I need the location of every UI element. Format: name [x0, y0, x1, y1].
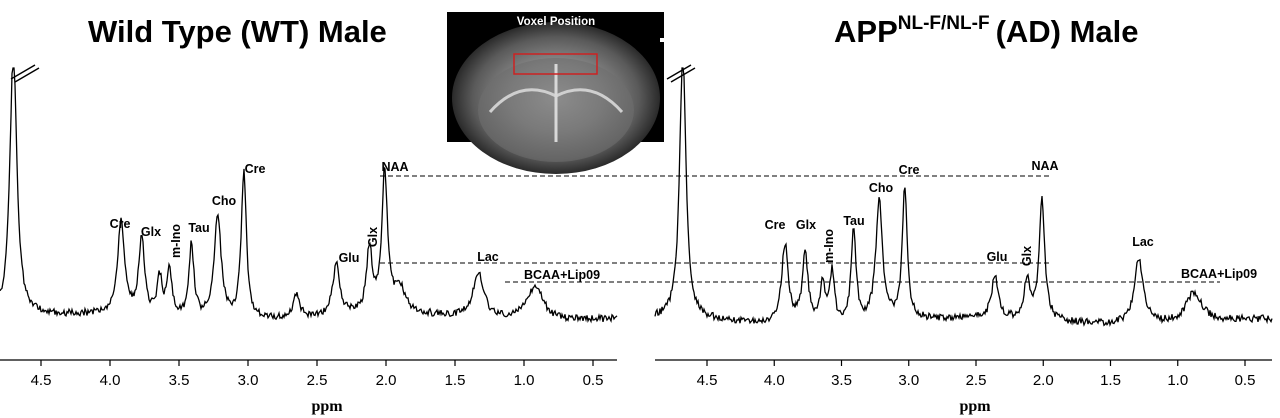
peak-label-cre: Cre: [245, 162, 266, 176]
peak-label-glx: Glx: [796, 218, 816, 232]
ad-spectrum-line: [654, 67, 1273, 328]
ad-title-superscript: NL-F/NL-F: [898, 13, 990, 34]
wt-spectrum-line: [0, 67, 618, 324]
x-tick-label: 4.5: [31, 372, 52, 389]
peak-label-bcaa-lip09: BCAA+Lip09: [524, 268, 600, 282]
voxel-position-inset: Voxel Position: [447, 12, 664, 174]
ad-title: APPNL-F/NL-F (AD) Male: [834, 13, 1139, 49]
x-tick-label: 1.5: [1100, 372, 1121, 389]
ad-title-main: APP: [834, 14, 898, 49]
x-tick-label: 2.5: [307, 372, 328, 389]
x-tick-label: 1.5: [445, 372, 466, 389]
voxel-box: [513, 53, 598, 75]
peak-label-m-ino: m-Ino: [169, 224, 183, 258]
alignment-lines: [380, 175, 1220, 283]
x-tick-label: 2.0: [376, 372, 397, 389]
peak-label-cre: Cre: [765, 218, 786, 232]
x-tick-label: 1.0: [514, 372, 535, 389]
ad-spectrum-panel: 4.5 4.0 3.5 3.0 2.5 2.0 1.5 1.0 0.5 Cre Glx m-Ino T…: [654, 64, 1273, 415]
ad-x-ticks: 4.5 4.0 3.5 3.0 2.5 2.0 1.5 1.0 0.5: [697, 360, 1256, 389]
peak-label-naa: NAA: [381, 160, 408, 174]
wt-x-ticks: 4.5 4.0 3.5 3.0 2.5 2.0 1.5 1.0 0.5: [31, 360, 604, 389]
inset-label: Voxel Position: [517, 16, 595, 28]
ad-peak-labels: Cre Glx m-Ino Tau Cho Cre Glu Glx NAA Lac BCAA+Lip…: [765, 159, 1257, 281]
x-tick-label: 0.5: [583, 372, 604, 389]
wt-title: Wild Type (WT) Male: [88, 14, 387, 49]
x-tick-label: 4.0: [764, 372, 785, 389]
peak-label-naa: NAA: [1031, 159, 1058, 173]
x-tick-label: 4.5: [697, 372, 718, 389]
peak-label-lac: Lac: [477, 250, 499, 264]
peak-label-lac: Lac: [1132, 235, 1154, 249]
peak-label-glx: Glx: [366, 227, 380, 247]
x-tick-label: 3.0: [898, 372, 919, 389]
x-tick-label: 2.0: [1033, 372, 1054, 389]
ad-x-axis-label: ppm: [959, 398, 991, 415]
peak-label-bcaa-lip09: BCAA+Lip09: [1181, 267, 1257, 281]
peak-label-cre: Cre: [899, 163, 920, 177]
x-tick-label: 3.5: [831, 372, 852, 389]
peak-label-cho: Cho: [212, 194, 237, 208]
peak-label-cho: Cho: [869, 181, 894, 195]
x-tick-label: 4.0: [100, 372, 121, 389]
wt-water-break: [10, 64, 40, 83]
peak-label-glx: Glx: [1020, 246, 1034, 266]
inset-marker: [660, 38, 664, 42]
peak-label-m-ino: m-Ino: [822, 229, 836, 263]
x-tick-label: 2.5: [966, 372, 987, 389]
x-tick-label: 0.5: [1235, 372, 1256, 389]
wt-spectrum-panel: 4.5 4.0 3.5 3.0 2.5 2.0 1.5 1.0 0.5 Cre Glx m-Ino T…: [0, 64, 618, 415]
peak-label-glx: Glx: [141, 225, 161, 239]
peak-label-tau: Tau: [843, 214, 864, 228]
peak-label-glu: Glu: [987, 250, 1008, 264]
ad-title-suffix: (AD) Male: [996, 14, 1139, 49]
x-tick-label: 3.5: [169, 372, 190, 389]
peak-label-tau: Tau: [188, 221, 209, 235]
x-tick-label: 3.0: [238, 372, 259, 389]
x-tick-label: 1.0: [1167, 372, 1188, 389]
peak-label-cre: Cre: [110, 217, 131, 231]
ad-water-break: [666, 64, 696, 83]
peak-label-glu: Glu: [339, 251, 360, 265]
wt-x-axis-label: ppm: [311, 398, 343, 415]
